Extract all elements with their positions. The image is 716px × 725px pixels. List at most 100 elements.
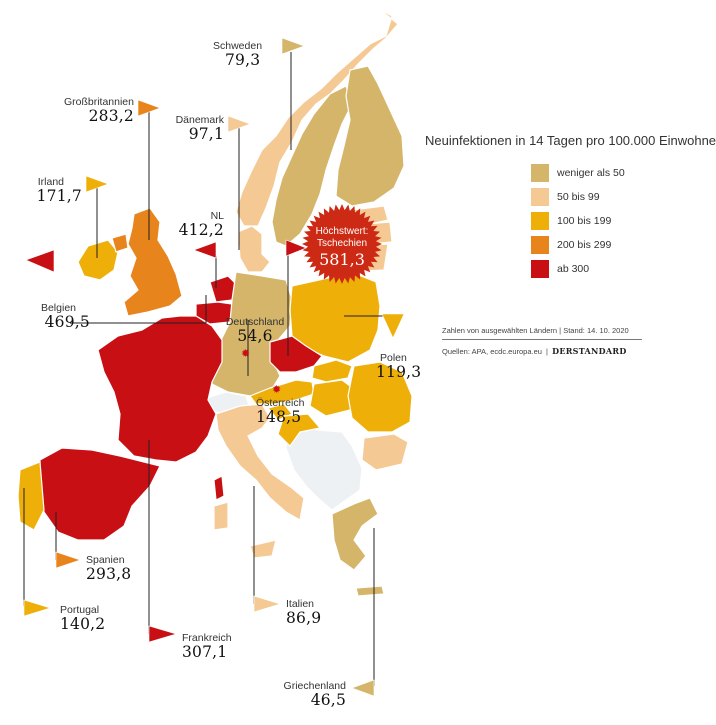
country-sicily [249,539,277,559]
country-value: 119,3 [376,363,422,381]
legend-item: 50 bis 99 [531,188,600,206]
legend-label: weniger als 50 [557,167,625,179]
country-value: 307,1 [182,643,228,661]
source-line1: Zahlen von ausgewählten Ländern | Stand:… [442,326,642,340]
country-great-britain [123,207,183,317]
country-name: Irland [37,176,64,188]
highlight-title-line2: Tschechien [316,238,368,249]
legend-label: 50 bis 99 [557,191,600,203]
flag-spanien [55,551,81,569]
marker-ornaments: ✹ ✹ [241,347,281,396]
legend-item: 200 bis 299 [531,236,611,254]
country-ireland [77,239,119,281]
country-name: Schweden [213,40,263,52]
country-northern-ireland [111,233,129,253]
country-name: Belgien [40,302,76,314]
country-value: 140,2 [60,615,106,633]
country-value: 46,5 [310,691,346,709]
country-crete [355,585,385,597]
country-name: Italien [286,598,315,610]
no-data-countries [205,391,363,511]
country-shapes [17,7,413,597]
label-grossbritannien: Großbritannien 283,2 [30,96,134,125]
source-brand: DERSTANDARD [552,346,627,356]
country-spain [39,447,161,541]
legend-label: 200 bis 299 [557,239,612,251]
flag-italien [253,595,282,613]
label-schweden: Schweden 79,3 [213,40,262,69]
country-finland [335,65,405,207]
country-name: Frankreich [182,632,232,644]
country-norway [235,7,399,227]
country-slovakia [311,359,353,383]
country-name: Portugal [60,604,100,616]
legend-swatch [531,164,549,182]
label-polen: Polen 119,3 [376,352,421,381]
country-greece [331,497,379,571]
country-corsica [213,475,225,501]
legend-title: Neuinfektionen in 14 Tagen pro 100.000 E… [425,133,716,148]
flag-tschechien [285,239,307,257]
label-irland: Irland 171,7 [10,176,82,205]
flag-frankreich [148,625,178,643]
flag-griechenland [351,679,375,697]
country-name: NL [210,210,224,222]
country-value: 469,5 [44,313,90,331]
highlight-value: 581,3 [319,250,365,269]
legend-label: 100 bis 199 [557,215,612,227]
label-portugal: Portugal 140,2 [60,604,105,633]
flag-daenemark [227,115,251,133]
country-name: Dänemark [175,114,224,126]
country-bulgaria [361,433,409,471]
label-spanien: Spanien 293,8 [86,554,131,583]
source-note: Zahlen von ausgewählten Ländern | Stand:… [442,326,642,357]
ornament-oesterreich: ✹ [272,383,281,396]
country-value: 54,6 [237,327,273,345]
label-daenemark: Dänemark 97,1 [150,114,224,143]
country-name: Spanien [86,554,125,566]
country-italy [215,403,305,521]
country-value: 283,2 [88,107,134,125]
country-value: 86,9 [286,609,322,627]
label-italien: Italien 86,9 [286,598,321,627]
country-sweden [271,85,353,247]
label-belgien: Belgien 469,5 [14,302,90,331]
country-name: Polen [380,352,407,364]
country-france [97,315,223,463]
label-oesterreich: Österreich 148,5 [256,397,304,426]
legend-item: ab 300 [531,260,589,278]
country-croatia [277,413,321,447]
legend-item: 100 bis 199 [531,212,611,230]
country-value: 171,7 [36,187,82,205]
flag-portugal [23,599,52,617]
country-value: 293,8 [86,565,132,583]
flag-irland [85,175,109,193]
legend-swatch [531,212,549,230]
country-balkans [285,419,363,511]
country-name: Deutschland [225,316,285,328]
label-griechenland: Griechenland 46,5 [270,680,346,709]
flag-nl [193,241,217,259]
country-sardinia [213,501,229,531]
highlight-burst [302,204,382,284]
flag-schweden [281,37,305,55]
country-name: Großbritannien [63,96,134,108]
flag-grossbritannien [137,99,161,117]
legend-item: weniger als 50 [531,164,625,182]
source-separator: | [546,347,548,356]
label-nl: NL 412,2 [170,210,224,239]
legend-label: ab 300 [557,263,590,275]
ornament-deutschland: ✹ [241,347,250,360]
highlight-title-line1: Höchstwert: [315,226,369,237]
country-romania [347,361,413,433]
source-line2: Quellen: APA, ecdc.europa.eu | DERSTANDA… [442,340,642,357]
country-value: 148,5 [256,408,302,426]
flag-markers [23,37,405,697]
highlight-label: Höchstwert: Tschechien 581,3 [306,226,378,270]
flag-polen [381,313,405,339]
country-value: 79,3 [225,51,261,69]
flag-belgien [25,249,55,273]
country-value: 97,1 [188,125,224,143]
country-name: Griechenland [283,680,346,692]
